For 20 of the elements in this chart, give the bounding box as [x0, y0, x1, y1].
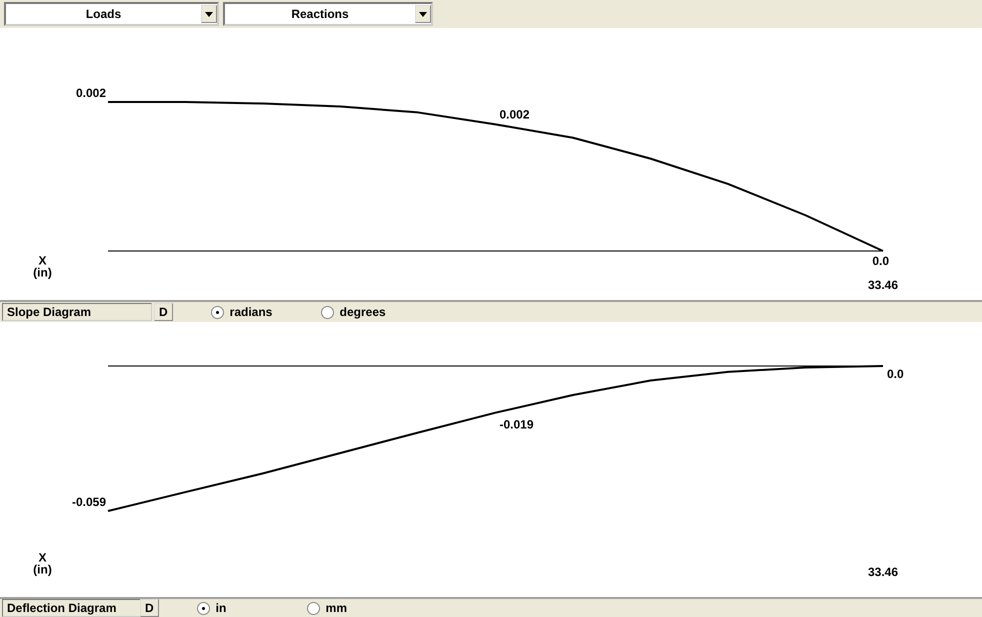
text: radians — [230, 305, 272, 319]
data-label: 0.002 — [76, 86, 106, 100]
text: Slope Diagram — [2, 303, 152, 321]
data-label: -0.059 — [72, 495, 106, 509]
dropdown: Loads — [4, 2, 219, 26]
data-label: -0.019 — [500, 418, 534, 432]
text: Deflection Diagram — [7, 601, 116, 615]
data-label: 0.002 — [500, 107, 530, 122]
text: mm — [326, 601, 348, 615]
text: D — [154, 303, 173, 321]
text: degrees — [340, 305, 386, 319]
text: 33.46 — [868, 278, 898, 292]
data-label: 0.0 — [887, 367, 904, 381]
text: in — [216, 601, 226, 615]
text: 33.46 — [868, 565, 898, 579]
dropdown: Reactions — [223, 2, 433, 26]
data-label: 0.0 — [872, 254, 890, 268]
text: D — [140, 599, 159, 617]
x-axis-title: X (in) — [33, 254, 52, 280]
x-axis-title: X (in) — [33, 550, 52, 576]
